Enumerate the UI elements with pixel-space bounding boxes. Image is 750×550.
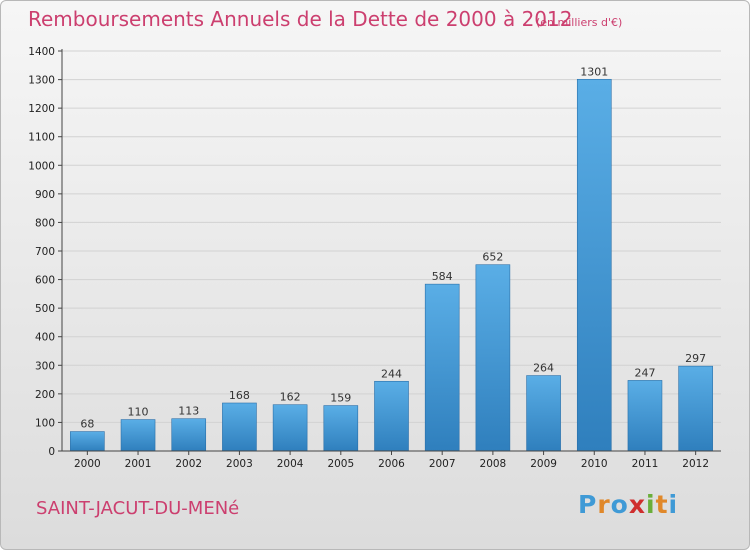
y-tick-label: 400 [35, 332, 55, 344]
bar-2011 [627, 380, 663, 452]
data-label-2009: 264 [533, 362, 554, 375]
commune-name: SAINT-JACUT-DU-MENé [36, 498, 240, 519]
bar-2007 [424, 283, 460, 452]
x-tick-label-2010: 2010 [581, 458, 608, 470]
y-tick-label: 700 [35, 246, 55, 258]
logo-letter: P [578, 490, 598, 519]
x-tick-label-2011: 2011 [632, 458, 659, 470]
data-label-2012: 297 [685, 352, 706, 365]
bar-2001 [120, 419, 156, 452]
x-tick-label-2006: 2006 [378, 458, 405, 470]
bars [70, 78, 713, 452]
y-tick-label: 500 [35, 303, 55, 315]
x-tick-label-2000: 2000 [74, 458, 101, 470]
labels: 0 100 200 300 400 500 600 700 800 900 1000 1100 1200… [28, 46, 709, 470]
logo-letter: o [610, 490, 629, 519]
x-tick-label-2002: 2002 [175, 458, 202, 470]
bar-2002 [171, 418, 207, 452]
chart-unit-note: (en milliers d'€) [536, 16, 623, 29]
x-tick-label-2012: 2012 [682, 458, 709, 470]
data-label-2005: 159 [330, 392, 351, 405]
x-tick-label-2005: 2005 [327, 458, 354, 470]
data-label-2002: 113 [178, 405, 199, 418]
y-tick-label: 200 [35, 389, 55, 401]
bar-2005 [323, 405, 359, 452]
x-tick-label-2007: 2007 [429, 458, 456, 470]
logo-letter: t [655, 490, 669, 519]
data-label-2010: 1301 [580, 65, 608, 78]
y-tick-label: 300 [35, 360, 55, 372]
bar-2000 [70, 431, 105, 452]
logo-letter: x [628, 490, 646, 519]
data-label-2004: 162 [280, 391, 301, 404]
data-label-2000: 68 [80, 418, 94, 431]
x-tick-label-2009: 2009 [530, 458, 557, 470]
data-label-2011: 247 [634, 366, 655, 379]
y-tick-label: 1300 [28, 75, 55, 87]
x-tick-label-2008: 2008 [480, 458, 507, 470]
data-label-2006: 244 [381, 367, 402, 380]
bar-2006 [374, 380, 409, 452]
bar-2012 [678, 365, 713, 452]
axes [58, 49, 721, 455]
proxiti-logo: Proxiti [578, 490, 678, 519]
y-tick-label: 900 [35, 189, 55, 201]
bar-2003 [222, 402, 257, 452]
data-label-2008: 652 [482, 251, 503, 264]
chart-title: Remboursements Annuels de la Dette de 20… [28, 7, 573, 31]
y-tick-label: 1200 [28, 103, 55, 115]
y-tick-label: 1000 [28, 160, 55, 172]
x-tick-label-2003: 2003 [226, 458, 253, 470]
y-tick-label: 1100 [28, 132, 55, 144]
y-tick-label: 1400 [28, 46, 55, 58]
logo-letter: r [597, 490, 611, 519]
bar-2004 [272, 404, 308, 452]
logo-letter: i [668, 490, 679, 519]
y-tick-label: 600 [35, 275, 55, 287]
bar-2009 [526, 375, 561, 452]
bar-2008 [475, 264, 511, 452]
data-label-2001: 110 [128, 406, 149, 419]
data-label-2003: 168 [229, 389, 250, 402]
y-tick-label: 800 [35, 217, 55, 229]
logo-letter: i [646, 490, 656, 519]
x-tick-label-2001: 2001 [125, 458, 152, 470]
x-tick-label-2004: 2004 [277, 458, 304, 470]
y-tick-label: 0 [48, 446, 55, 458]
bar-2010 [576, 78, 612, 452]
data-label-2007: 584 [432, 270, 453, 283]
y-tick-label: 100 [35, 417, 55, 429]
